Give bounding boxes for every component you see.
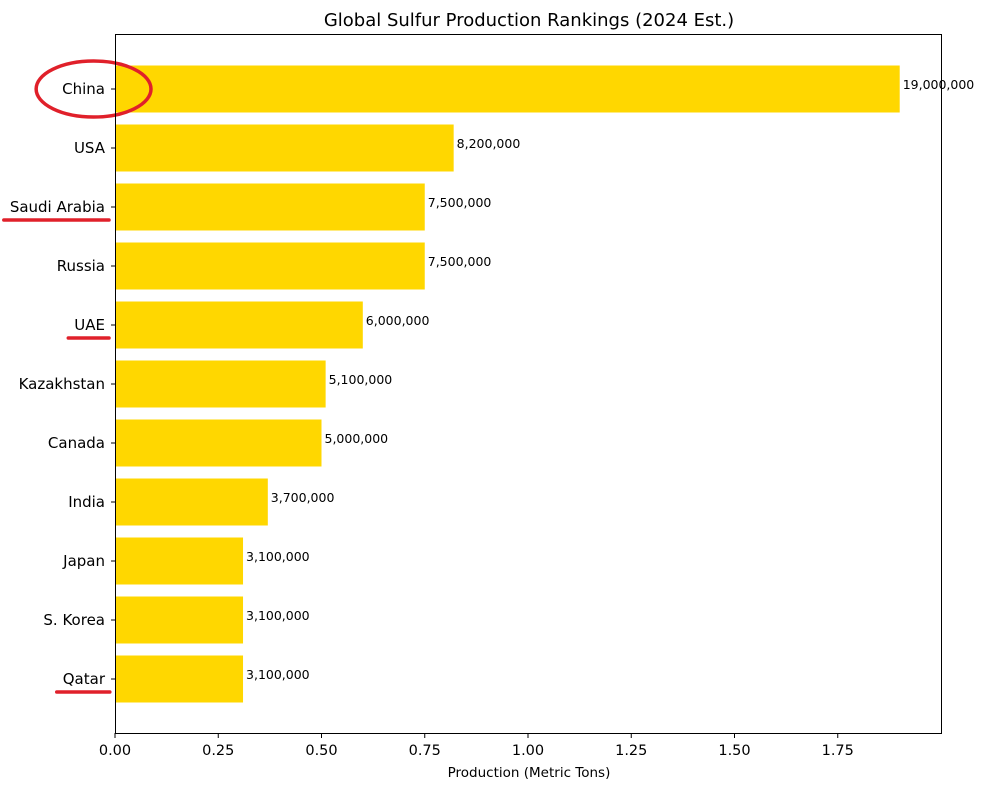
category-label-japan: Japan (62, 552, 105, 570)
value-label-china: 19,000,000 (903, 77, 975, 92)
value-label-kazakhstan: 5,100,000 (329, 372, 393, 387)
x-tick-label: 1.00 (512, 743, 544, 759)
x-axis-label: Production (Metric Tons) (448, 765, 611, 781)
category-label-russia: Russia (57, 257, 105, 275)
category-label-kazakhstan: Kazakhstan (19, 375, 105, 393)
x-tick-label: 0.50 (305, 743, 337, 759)
bar-japan (115, 537, 244, 585)
x-tick-label: 1.25 (615, 743, 647, 759)
bar-india (115, 478, 268, 526)
x-tick-label: 0.25 (202, 743, 234, 759)
bar-china (115, 65, 900, 113)
bar-canada (115, 419, 322, 467)
bar-kazakhstan (115, 360, 326, 408)
category-label-canada: Canada (48, 434, 105, 452)
x-tick-label: 1.50 (718, 743, 750, 759)
bar-uae (115, 301, 363, 349)
category-label-saudi-arabia: Saudi Arabia (10, 198, 105, 216)
x-tick-label: 0.00 (99, 743, 131, 759)
chart-title: Global Sulfur Production Rankings (2024 … (324, 10, 734, 31)
bar-saudi-arabia (115, 183, 425, 231)
category-label-qatar: Qatar (63, 670, 106, 688)
category-label-s-korea: S. Korea (43, 611, 105, 629)
value-label-qatar: 3,100,000 (246, 667, 310, 682)
value-label-india: 3,700,000 (271, 490, 335, 505)
value-label-russia: 7,500,000 (428, 254, 492, 269)
category-label-india: India (68, 493, 105, 511)
x-tick-label: 0.75 (409, 743, 441, 759)
value-label-saudi-arabia: 7,500,000 (428, 195, 492, 210)
bar-russia (115, 242, 425, 290)
category-label-china: China (62, 80, 105, 98)
value-label-uae: 6,000,000 (366, 313, 430, 328)
x-axis: 0.00 0.25 0.50 0.75 1.00 1.25 1.50 1.75 (99, 733, 854, 759)
bar-s-korea (115, 596, 244, 644)
value-label-s-korea: 3,100,000 (246, 608, 310, 623)
bar-usa (115, 124, 454, 172)
highlight-circle-china (34, 59, 153, 119)
annotations-layer (2, 59, 153, 694)
value-label-canada: 5,000,000 (325, 431, 389, 446)
category-label-usa: USA (74, 139, 106, 157)
bars-layer: China 19,000,000 USA 8,200,000 Saudi Arabia 7… (10, 65, 975, 703)
value-label-japan: 3,100,000 (246, 549, 310, 564)
category-label-uae: UAE (74, 316, 105, 334)
value-label-usa: 8,200,000 (457, 136, 521, 151)
bar-qatar (115, 655, 244, 703)
x-tick-label: 1.75 (822, 743, 854, 759)
